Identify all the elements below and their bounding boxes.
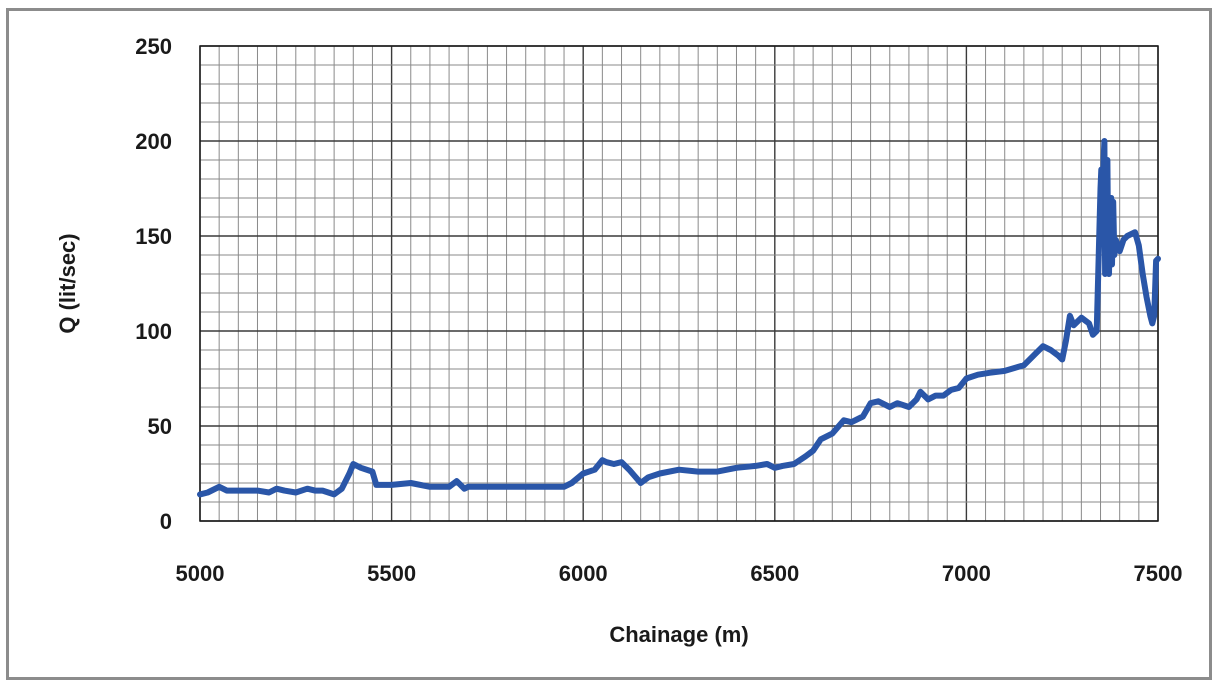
chart-frame — [6, 8, 1212, 680]
y-tick-label: 0 — [160, 509, 172, 534]
x-tick-label: 5000 — [176, 561, 225, 586]
x-tick-label: 5500 — [367, 561, 416, 586]
y-tick-labels: 0 50 100 150 200 250 — [135, 34, 172, 534]
x-tick-label: 6000 — [559, 561, 608, 586]
y-axis-title: Q (lit/sec) — [55, 233, 80, 333]
x-tick-labels: 5000 5500 6000 6500 7000 7500 — [176, 561, 1183, 586]
y-tick-label: 100 — [135, 319, 172, 344]
y-tick-label: 250 — [135, 34, 172, 59]
x-axis-title: Chainage (m) — [609, 622, 748, 647]
y-tick-label: 50 — [148, 414, 172, 439]
y-tick-label: 150 — [135, 224, 172, 249]
x-tick-label: 7000 — [942, 561, 991, 586]
y-tick-label: 200 — [135, 129, 172, 154]
x-tick-label: 7500 — [1134, 561, 1183, 586]
grid-lines — [199, 45, 1159, 522]
x-tick-label: 6500 — [750, 561, 799, 586]
series-line — [197, 138, 1161, 498]
